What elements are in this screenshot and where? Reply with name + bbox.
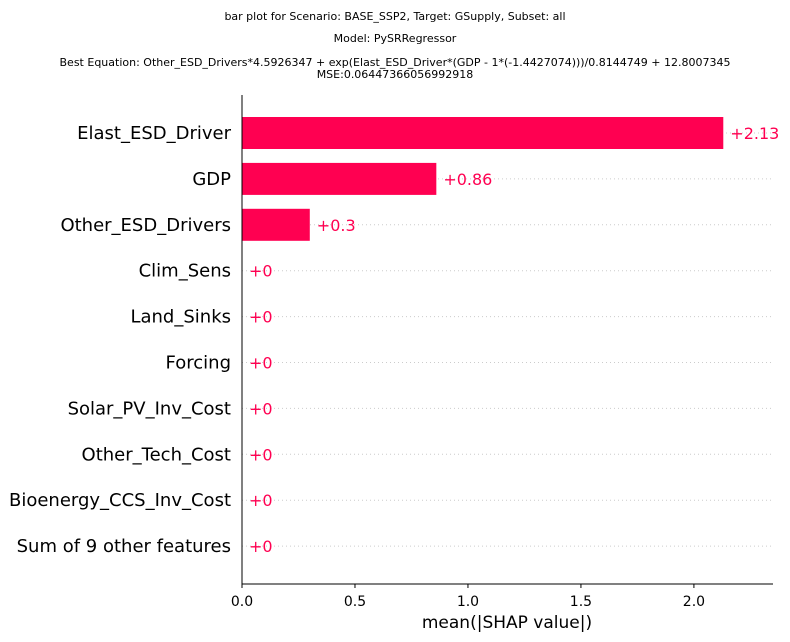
category-label: Other_ESD_Drivers: [60, 215, 231, 236]
chart-title-line-4: MSE:0.06447366056992918: [316, 68, 474, 81]
bar: [242, 208, 310, 241]
category-label: Sum of 9 other features: [17, 536, 231, 557]
category-label: Land_Sinks: [130, 307, 231, 328]
category-label: Forcing: [166, 353, 231, 374]
value-labels: +2.13 +0.86 +0.3 +0 +0 +0 +0 +0 +0 +0: [249, 124, 779, 556]
x-tick-label: 1.0: [457, 594, 479, 610]
value-label: +0.86: [443, 170, 492, 189]
bar: [242, 117, 724, 149]
chart-title-line-3: Best Equation: Other_ESD_Drivers*4.59263…: [59, 56, 731, 69]
axes: 0.0 0.5 1.0 1.5 2.0: [231, 95, 773, 610]
row-guides: [242, 132, 773, 547]
category-label: Solar_PV_Inv_Cost: [68, 398, 231, 419]
category-label: Clim_Sens: [139, 261, 231, 282]
chart-title-line-2: Model: PySRRegressor: [333, 32, 457, 45]
category-label: Bioenergy_CCS_Inv_Cost: [9, 490, 231, 511]
value-label: +2.13: [730, 124, 779, 143]
value-label: +0: [249, 537, 273, 556]
value-label: +0: [249, 262, 273, 281]
category-labels: Elast_ESD_Driver GDP Other_ESD_Drivers Clim…: [9, 123, 232, 557]
bar: [242, 162, 437, 195]
value-label: +0: [249, 354, 273, 373]
bars-group: [242, 117, 724, 241]
x-tick-label: 1.5: [570, 594, 592, 610]
category-label: GDP: [192, 169, 231, 190]
value-label: +0: [249, 399, 273, 418]
category-label: Other_Tech_Cost: [82, 444, 231, 465]
x-tick-label: 0.0: [231, 594, 253, 610]
value-label: +0: [249, 445, 273, 464]
x-tick-label: 0.5: [344, 594, 366, 610]
x-axis-label: mean(|SHAP value|): [422, 613, 592, 633]
value-label: +0.3: [317, 216, 356, 235]
chart-title-line-1: bar plot for Scenario: BASE_SSP2, Target…: [224, 10, 566, 23]
x-tick-label: 2.0: [683, 594, 705, 610]
value-label: +0: [249, 308, 273, 327]
category-label: Elast_ESD_Driver: [77, 123, 231, 144]
value-label: +0: [249, 491, 273, 510]
